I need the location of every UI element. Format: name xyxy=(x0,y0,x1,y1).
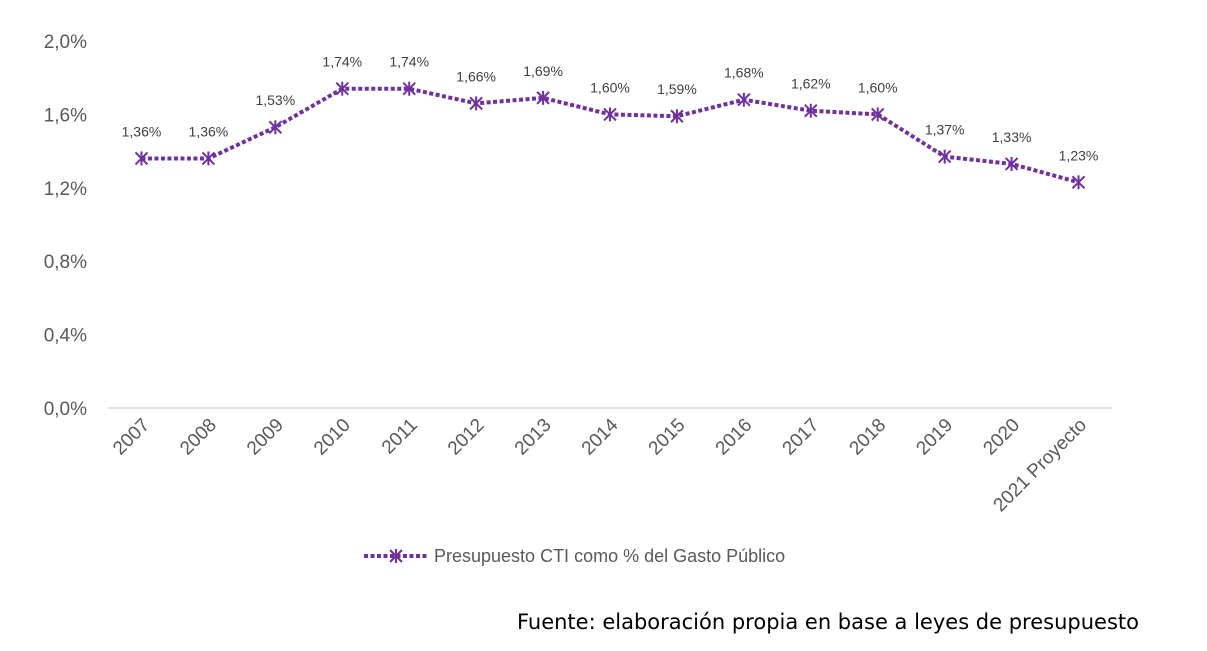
data-label: 1,74% xyxy=(389,54,429,70)
data-point-marker xyxy=(1071,175,1086,190)
x-tick-label: 2016 xyxy=(712,415,757,460)
data-labels: 1,36% 1,36% 1,53% 1,74% 1,74% 1,66% 1,69% 1,60%… xyxy=(122,54,1099,164)
data-label: 1,36% xyxy=(122,123,162,139)
y-tick-label: 1,6% xyxy=(44,105,87,126)
data-point-marker xyxy=(737,92,751,107)
data-label: 1,69% xyxy=(523,63,563,79)
x-tick-label: 2008 xyxy=(176,415,221,460)
data-point-marker xyxy=(670,109,684,124)
y-tick-label: 2,0% xyxy=(44,32,87,53)
data-point-marker xyxy=(402,81,416,96)
x-tick-label: 2012 xyxy=(444,415,489,460)
data-point-marker xyxy=(201,151,216,166)
data-point-marker xyxy=(1004,156,1019,171)
data-point-marker xyxy=(134,151,149,166)
data-point-marker xyxy=(603,107,617,122)
data-label: 1,53% xyxy=(255,92,295,108)
data-point-marker xyxy=(937,149,952,164)
x-tick-label: 2019 xyxy=(912,415,957,460)
data-label: 1,66% xyxy=(456,68,496,84)
legend-label: Presupuesto CTI como % del Gasto Público xyxy=(434,546,785,566)
x-tick-label: 2013 xyxy=(511,415,556,460)
x-tick-label: 2020 xyxy=(979,415,1024,460)
legend: Presupuesto CTI como % del Gasto Público xyxy=(364,546,785,566)
data-point-marker xyxy=(469,96,483,111)
y-tick-label: 1,2% xyxy=(44,179,87,200)
legend-marker xyxy=(389,549,403,563)
data-label: 1,62% xyxy=(791,76,831,92)
data-label: 1,68% xyxy=(724,65,764,81)
x-tick-label: 2018 xyxy=(846,415,891,460)
x-axis: 2007 2008 2009 2010 2011 2012 2013 2014 2015 2016… xyxy=(108,407,1112,516)
data-label: 1,33% xyxy=(992,129,1032,145)
x-tick-label: 2014 xyxy=(578,414,623,459)
data-label: 1,59% xyxy=(657,81,697,97)
source-note: Fuente: elaboración propia en base a ley… xyxy=(516,610,1139,634)
data-label: 1,37% xyxy=(925,122,965,138)
data-point-marker xyxy=(335,81,349,96)
data-label: 1,60% xyxy=(858,79,898,95)
data-label: 1,74% xyxy=(322,54,362,70)
data-label: 1,60% xyxy=(590,79,630,95)
data-point-marker xyxy=(268,120,283,135)
y-tick-label: 0,0% xyxy=(44,399,87,420)
x-tick-label: 2009 xyxy=(243,415,288,460)
x-tick-label: 2015 xyxy=(645,415,690,460)
data-label: 1,23% xyxy=(1059,147,1099,163)
data-point-marker xyxy=(871,107,885,122)
y-axis: 0,0% 0,4% 0,8% 1,2% 1,6% 2,0% xyxy=(44,32,87,420)
x-tick-label: 2017 xyxy=(779,415,824,460)
data-point-marker xyxy=(804,103,818,118)
x-tick-label: 2007 xyxy=(109,415,154,460)
data-point-marker xyxy=(536,90,550,105)
series-line xyxy=(134,81,1086,190)
x-tick-label: 2010 xyxy=(310,415,355,460)
x-tick-label: 2011 xyxy=(378,415,422,459)
y-tick-label: 0,4% xyxy=(44,326,87,347)
data-label: 1,36% xyxy=(189,123,229,139)
y-tick-label: 0,8% xyxy=(44,252,87,273)
